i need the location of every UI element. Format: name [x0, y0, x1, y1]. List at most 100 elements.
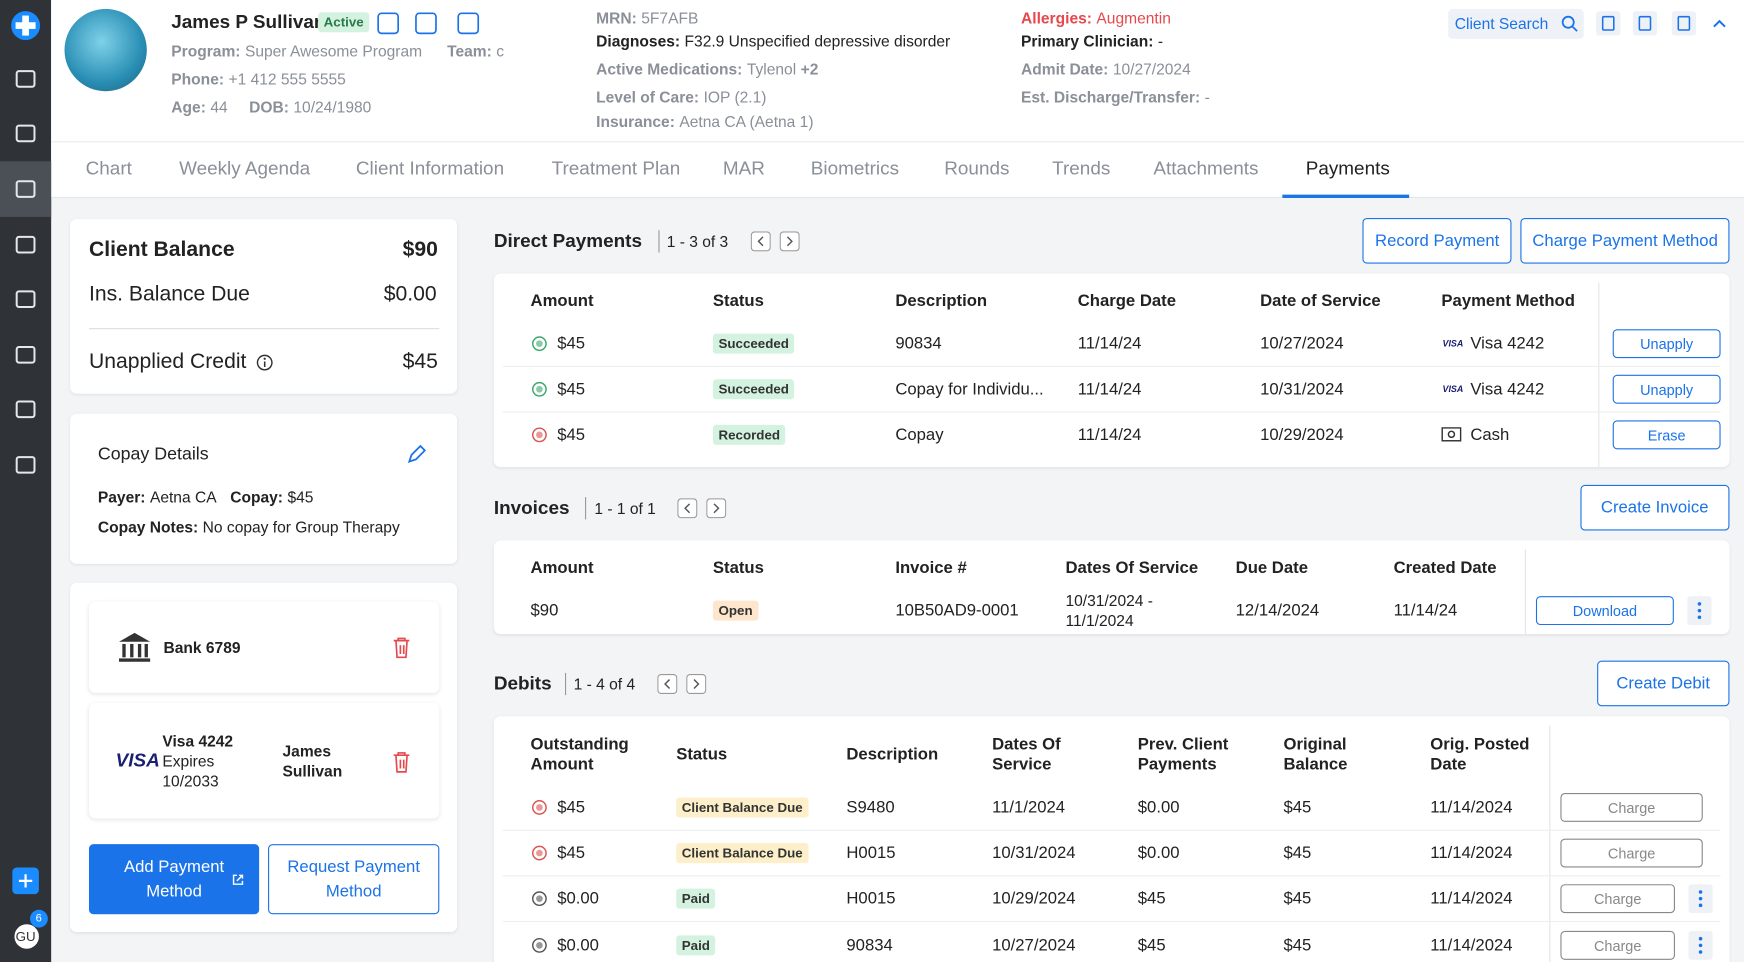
pager-svg — [657, 673, 678, 695]
section-title: Direct Payments — [493, 230, 643, 252]
header-action-svg — [415, 12, 437, 35]
nav-icon[interactable] — [14, 234, 36, 256]
table-card — [493, 273, 1730, 468]
card-expires: Expires — [162, 751, 215, 770]
client-balance: $90 — [402, 238, 438, 262]
status-badge: Open — [712, 600, 759, 621]
dob-value: 10/24/1980 — [293, 97, 372, 116]
pager[interactable] — [750, 231, 771, 252]
section-button[interactable]: Charge Payment Method — [1520, 217, 1730, 264]
copay-notes-label: Copay Notes: — [97, 518, 199, 537]
header-tool[interactable] — [1632, 11, 1658, 36]
delete-button[interactable] — [391, 751, 411, 773]
collapse[interactable] — [1711, 14, 1729, 32]
cell: $0.00 — [1137, 843, 1180, 863]
row-divider — [502, 829, 1721, 831]
header-action[interactable] — [376, 11, 400, 35]
section-title: Debits — [493, 672, 552, 695]
add-method[interactable]: Add Payment Method — [88, 844, 260, 915]
diagnoses: Diagnoses: F32.9 Unspecified depressive d… — [596, 32, 950, 50]
nav-icon-svg — [15, 400, 36, 419]
cell: 11/14/24 — [1077, 379, 1142, 399]
edit-copay-svg — [407, 444, 427, 463]
payer: Payer: Aetna CA — [98, 488, 217, 506]
discharge-label: Est. Discharge/Transfer: — [1020, 87, 1201, 106]
logo[interactable] — [10, 10, 41, 41]
level-of-care: Level of Care: IOP (2.1) — [596, 88, 766, 106]
column-header: Payment Method — [1441, 291, 1575, 311]
cell: $45 — [1283, 798, 1312, 817]
client-search[interactable] — [1448, 8, 1584, 39]
allergies-label: Allergies: — [1020, 8, 1092, 27]
row-menu[interactable] — [1687, 596, 1712, 626]
row-action[interactable]: Erase — [1612, 420, 1721, 450]
section-button[interactable]: Record Payment — [1362, 217, 1512, 264]
row-action[interactable]: Download — [1535, 596, 1674, 626]
edit-copay[interactable] — [406, 444, 427, 465]
row-action[interactable]: Charge — [1560, 884, 1675, 914]
section-button[interactable]: Create Invoice — [1579, 484, 1730, 531]
medications-label: Active Medications: — [596, 60, 743, 78]
row-action[interactable]: Charge — [1560, 792, 1703, 822]
cell: 10/31/2024 — [992, 843, 1076, 863]
pager[interactable] — [657, 673, 678, 695]
nav-icon[interactable] — [14, 178, 36, 200]
header-tool[interactable] — [1596, 11, 1621, 36]
tab[interactable]: Rounds — [944, 157, 1010, 180]
pager-svg — [706, 498, 727, 519]
pager[interactable] — [779, 231, 800, 252]
delete-button-svg — [393, 637, 410, 659]
row-action[interactable]: Charge — [1560, 930, 1675, 960]
row-menu[interactable] — [1688, 884, 1713, 914]
row-icon-svg — [532, 336, 547, 352]
row-action[interactable]: Charge — [1560, 838, 1703, 868]
column-header: Dates Of Service — [1065, 558, 1199, 578]
pager[interactable] — [686, 673, 707, 695]
add-button[interactable] — [12, 867, 39, 895]
header-action[interactable] — [414, 11, 438, 35]
action-divider — [1524, 549, 1526, 634]
cell: 11/14/2024 — [1430, 935, 1513, 955]
age: Age: 44 — [171, 98, 227, 116]
header-tool[interactable] — [1671, 11, 1697, 36]
tab[interactable]: MAR — [722, 157, 765, 180]
cell: Visa 4242 — [1470, 334, 1545, 354]
cash-icon-svg — [1441, 427, 1462, 442]
row-action[interactable]: Unapply — [1612, 374, 1721, 404]
delete-button[interactable] — [391, 636, 411, 659]
tab[interactable]: Weekly Agenda — [179, 157, 311, 180]
request-method[interactable]: Request Payment Method — [268, 844, 440, 915]
nav-icon[interactable] — [14, 398, 36, 420]
pager[interactable] — [706, 498, 727, 519]
nav-icon[interactable] — [14, 344, 36, 366]
info-icon — [256, 354, 274, 372]
nav-icon[interactable] — [14, 288, 36, 310]
client-search-label: Client Search — [1454, 14, 1549, 33]
tab[interactable]: Biometrics — [810, 157, 900, 180]
row-menu[interactable] — [1688, 930, 1713, 960]
balance-divider — [88, 328, 440, 330]
header-action[interactable] — [456, 11, 480, 35]
mrn-value: 5F7AFB — [641, 8, 699, 27]
cell: S9480 — [846, 798, 895, 817]
row-action[interactable]: Unapply — [1612, 329, 1721, 359]
search-icon[interactable] — [1560, 14, 1578, 32]
nav-icon[interactable] — [14, 454, 36, 476]
pager-svg — [677, 498, 698, 519]
nav-icon-svg — [15, 346, 36, 364]
copay-notes-value: No copay for Group Therapy — [202, 518, 400, 537]
card-brand: VISA — [1442, 384, 1464, 395]
section-button[interactable]: Create Debit — [1596, 660, 1730, 707]
tab[interactable]: Trends — [1052, 157, 1111, 180]
tab[interactable]: Chart — [85, 157, 132, 180]
nav-icon[interactable] — [14, 68, 36, 90]
cell: H0015 — [846, 889, 896, 909]
tab[interactable]: Client Information — [355, 157, 505, 180]
tab[interactable]: Treatment Plan — [551, 157, 681, 180]
pager[interactable] — [677, 498, 698, 519]
nav-icon-svg — [15, 70, 36, 88]
header-tool-svg — [1671, 11, 1697, 36]
nav-icon[interactable] — [14, 122, 36, 144]
tab[interactable]: Attachments — [1153, 157, 1259, 180]
tab-active[interactable]: Payments — [1305, 157, 1390, 180]
